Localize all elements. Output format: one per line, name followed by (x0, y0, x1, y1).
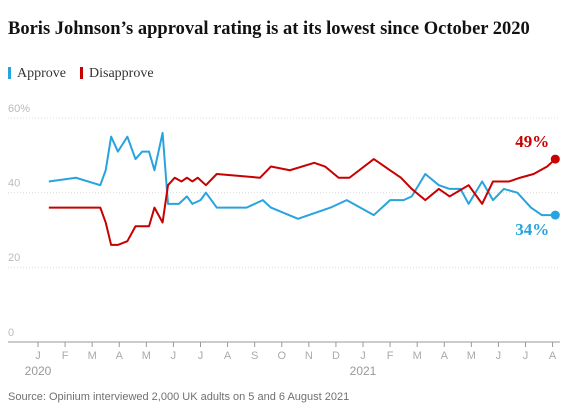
source-note: Source: Opinium interviewed 2,000 UK adu… (8, 391, 349, 403)
legend-label: Disapprove (89, 66, 154, 81)
y-tick-label: 40 (8, 178, 20, 190)
x-tick-label: J (496, 350, 502, 362)
end-label: 34% (515, 220, 549, 239)
x-tick-label: D (332, 350, 340, 362)
x-tick-label: O (277, 350, 286, 362)
y-tick-label: 20 (8, 252, 20, 264)
x-tick-label: S (251, 350, 258, 362)
x-tick-label: A (224, 350, 232, 362)
x-tick-label: F (387, 350, 394, 362)
x-tick-label: J (171, 350, 177, 362)
x-tick-label: J (198, 350, 204, 362)
x-tick-label: J (35, 350, 41, 362)
end-label: 49% (515, 132, 549, 151)
x-tick-label: M (413, 350, 422, 362)
x-tick-label: A (116, 350, 124, 362)
y-tick-label: 0 (8, 327, 14, 339)
x-tick-label: M (467, 350, 476, 362)
x-tick-label: A (549, 350, 557, 362)
x-tick-label: J (360, 350, 366, 362)
chart-title: Boris Johnson’s approval rating is at it… (8, 19, 530, 39)
legend-swatch (8, 67, 11, 79)
line-series (48, 131, 556, 220)
x-tick-label: J (523, 350, 529, 362)
x-tick-label: N (305, 350, 313, 362)
y-tick-label: 60% (8, 103, 30, 115)
legend-label: Approve (17, 66, 66, 81)
x-tick-label: M (88, 350, 97, 362)
x-tick-label: A (441, 350, 449, 362)
end-point (550, 154, 560, 164)
x-tick-label: M (142, 350, 151, 362)
line-series (48, 158, 556, 246)
end-point (550, 210, 560, 220)
year-label: 2021 (350, 364, 377, 378)
legend-swatch (80, 67, 83, 79)
x-tick-label: F (62, 350, 69, 362)
year-label: 2020 (25, 364, 52, 378)
